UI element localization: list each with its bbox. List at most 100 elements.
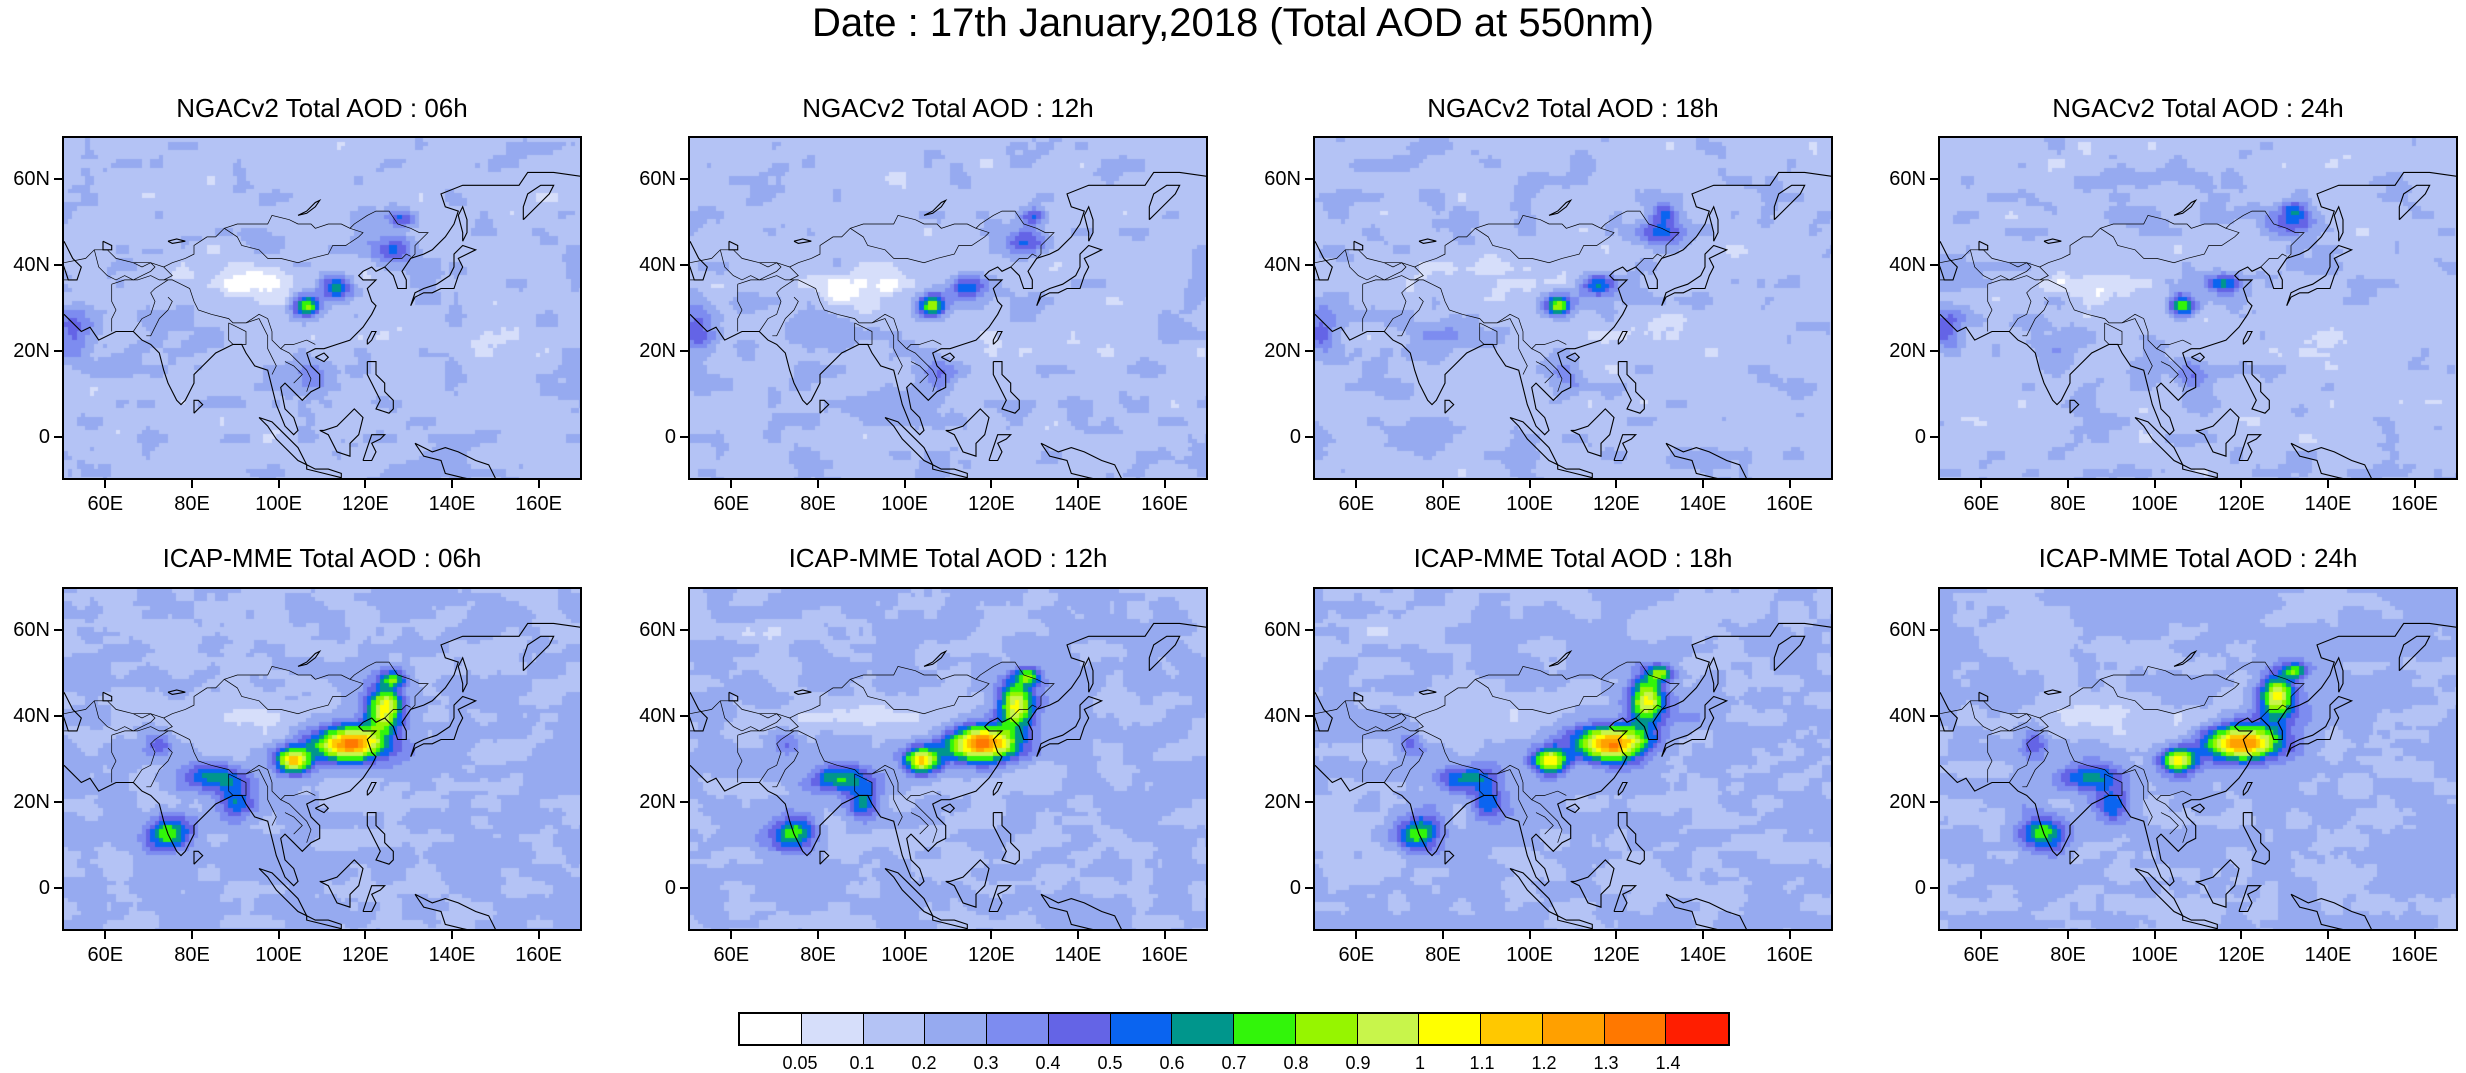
coastline <box>932 915 968 929</box>
latitude-tick <box>54 264 62 266</box>
country-border <box>1496 318 1528 375</box>
longitude-tick <box>1442 931 1444 939</box>
country-border <box>871 318 903 375</box>
coastline <box>1444 850 1455 865</box>
country-border <box>1344 700 1385 732</box>
country-border <box>854 322 873 345</box>
coastline <box>1036 695 1104 757</box>
longitude-tick-label: 100E <box>1506 493 1554 515</box>
aod-field-raster <box>64 138 580 478</box>
longitude-tick-label: 60E <box>1338 944 1375 966</box>
coastline <box>1083 656 1094 693</box>
longitude-tick-label: 140E <box>2304 944 2352 966</box>
longitude-tick <box>1528 931 1531 939</box>
latitude-tick <box>1930 629 1938 631</box>
coastline <box>923 650 948 667</box>
longitude-tick <box>1980 931 1983 939</box>
country-border <box>384 704 411 719</box>
latitude-tick <box>1305 715 1313 717</box>
country-border <box>228 773 247 796</box>
latitude-tick-label: 40N <box>639 705 676 727</box>
coastline <box>2191 352 2206 363</box>
latitude-tick <box>1305 350 1313 352</box>
coastline <box>1557 464 1593 478</box>
country-border <box>910 812 929 835</box>
latitude-tick <box>1305 801 1313 803</box>
longitude-tick-label: 80E <box>2050 493 2086 515</box>
country-border <box>1414 266 1424 281</box>
coastline <box>941 352 956 363</box>
coastline <box>258 416 308 467</box>
coastline <box>819 850 830 865</box>
longitude-tick-label: 160E <box>515 493 563 515</box>
longitude-tick <box>903 480 906 488</box>
colorbar-swatch <box>1481 1014 1543 1044</box>
latitude-tick <box>1930 436 1938 438</box>
colorbar-swatch <box>987 1014 1049 1044</box>
coastline <box>366 361 394 414</box>
country-border <box>1987 284 1993 332</box>
map-outlines <box>690 171 1206 478</box>
latitude-tick <box>1930 178 1938 180</box>
map-outlines <box>1315 171 1831 478</box>
coastline <box>306 915 342 929</box>
coastline <box>1444 399 1455 414</box>
longitude-tick-label: 120E <box>341 944 389 966</box>
country-border <box>1362 726 1567 801</box>
coastline <box>1617 812 1645 865</box>
country-border <box>280 799 312 843</box>
latitude-tick-label: 40N <box>13 254 50 276</box>
coastline <box>690 691 708 732</box>
longitude-tick-label: 60E <box>1963 493 2000 515</box>
country-border <box>1635 253 1662 268</box>
coastline <box>315 352 330 363</box>
longitude-tick <box>191 931 193 939</box>
longitude-tick <box>537 931 540 939</box>
coastline <box>2290 442 2372 478</box>
country-border <box>1969 249 2010 281</box>
latitude-tick <box>54 350 62 352</box>
aod-map-panel <box>62 136 582 480</box>
country-border <box>690 661 1055 719</box>
longitude-tick <box>1702 931 1704 939</box>
coastline <box>64 240 82 281</box>
longitude-tick <box>277 480 280 488</box>
latitude-tick <box>54 887 62 889</box>
latitude-tick-label: 20N <box>13 340 50 362</box>
country-border <box>759 262 782 281</box>
coastline <box>2173 650 2198 667</box>
coastline <box>2398 184 2431 221</box>
coastline <box>306 464 342 478</box>
longitude-tick-label: 140E <box>1054 493 1102 515</box>
longitude-tick-label: 100E <box>881 493 929 515</box>
longitude-tick-label: 160E <box>2391 944 2439 966</box>
coastline <box>1509 867 1559 918</box>
coastline <box>193 850 204 865</box>
coastline <box>1708 205 1719 242</box>
aod-map-panel <box>1313 136 1833 480</box>
country-border <box>759 279 795 332</box>
country-border <box>690 210 1055 268</box>
country-border <box>163 266 173 281</box>
longitude-tick-label: 100E <box>255 493 303 515</box>
colorbar-swatch <box>1110 1014 1173 1044</box>
longitude-tick-label: 60E <box>713 944 750 966</box>
latitude-tick <box>54 715 62 717</box>
colorbar-swatch <box>740 1014 802 1044</box>
longitude-tick <box>1980 480 1983 488</box>
colorbar-swatch <box>1234 1014 1296 1044</box>
panel-title: ICAP-MME Total AOD : 24h <box>2038 543 2358 573</box>
longitude-tick <box>1615 480 1618 488</box>
country-border <box>2022 747 2049 788</box>
country-border <box>1987 275 2192 350</box>
latitude-tick-label: 40N <box>1264 705 1301 727</box>
aod-field-raster <box>1315 589 1831 929</box>
longitude-tick <box>730 931 733 939</box>
longitude-tick-label: 80E <box>800 944 836 966</box>
longitude-tick <box>1355 931 1358 939</box>
colorbar-tick-label: 0.5 <box>1097 1053 1123 1073</box>
coastline <box>1613 885 1638 913</box>
coastline <box>1978 240 1989 251</box>
country-border <box>1635 704 1662 719</box>
latitude-tick-label: 60N <box>13 168 50 190</box>
